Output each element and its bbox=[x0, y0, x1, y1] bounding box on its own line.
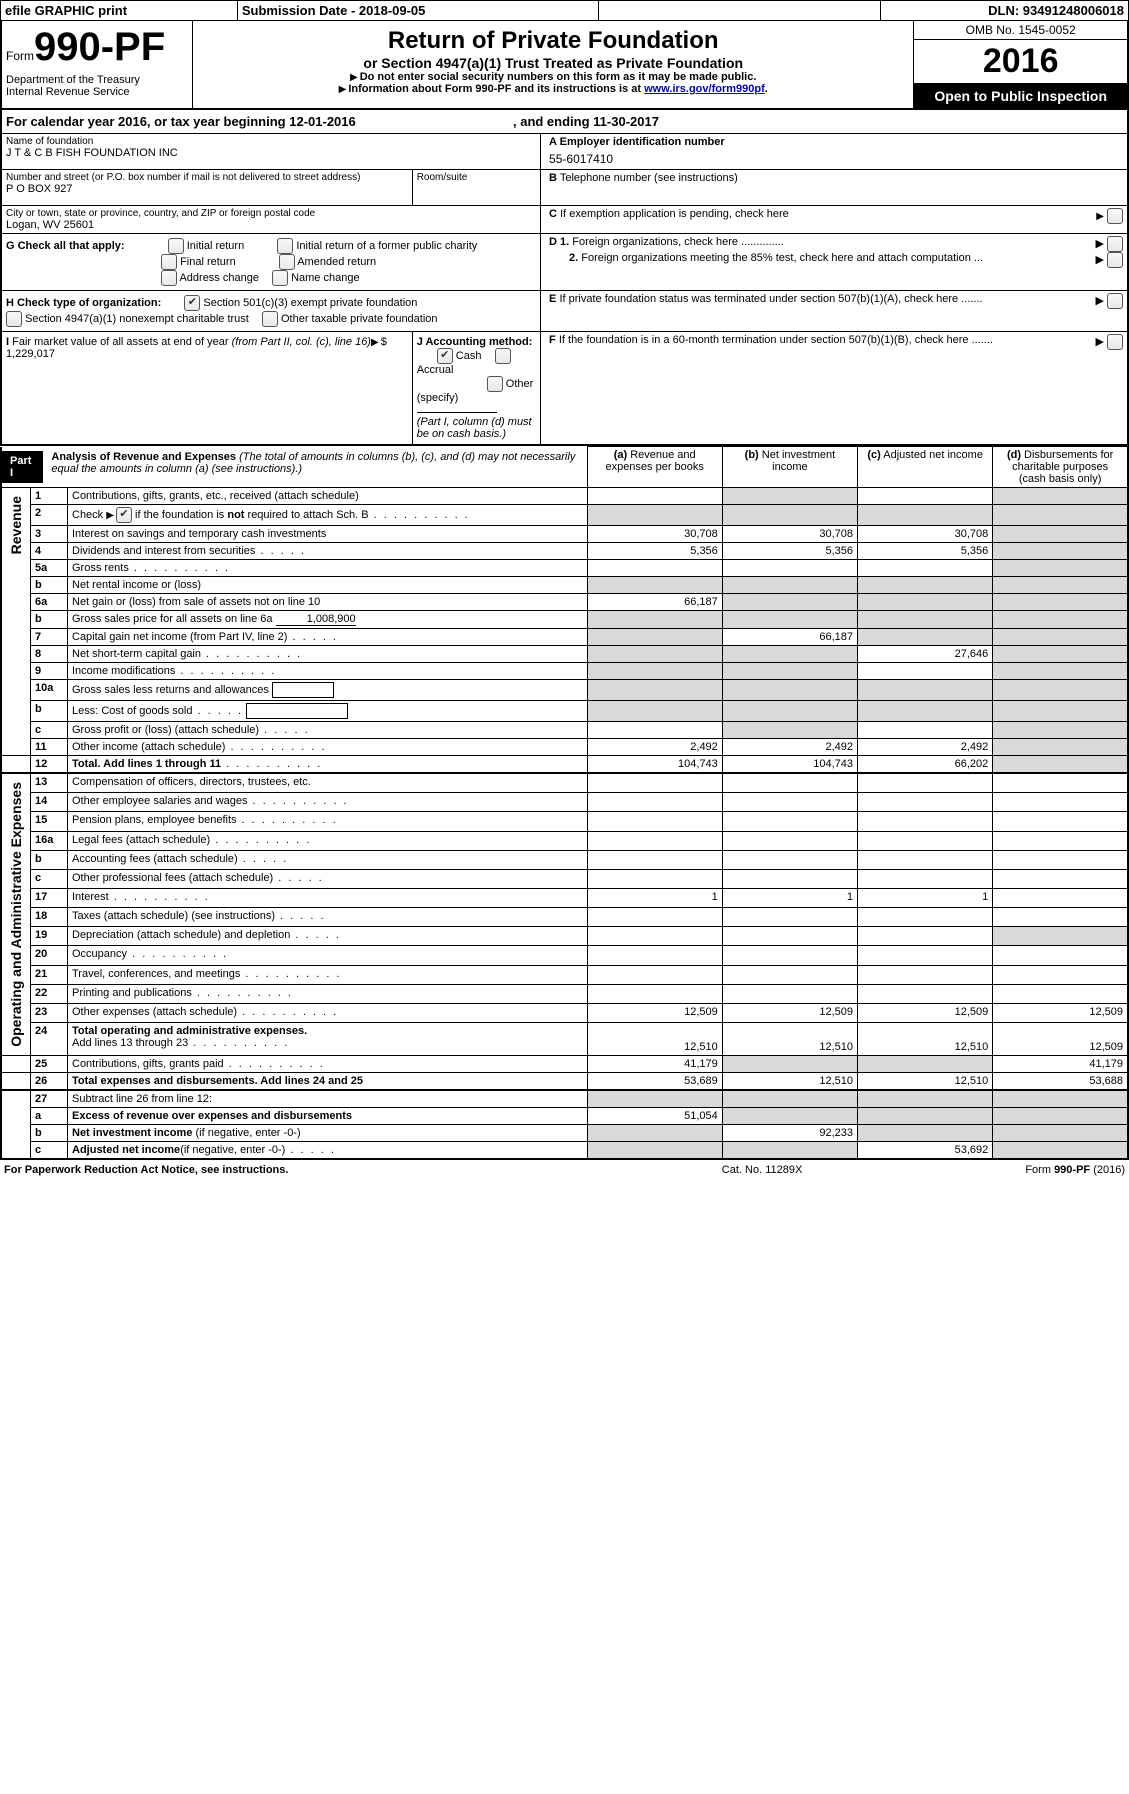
h-501c3-checkbox[interactable] bbox=[184, 295, 200, 311]
city-label: City or town, state or province, country… bbox=[6, 208, 536, 219]
subtitle: or Section 4947(a)(1) Trust Treated as P… bbox=[199, 55, 907, 71]
foundation-name: J T & C B FISH FOUNDATION INC bbox=[6, 147, 536, 159]
g-initial-checkbox[interactable] bbox=[168, 238, 184, 254]
open-public: Open to Public Inspection bbox=[914, 84, 1127, 108]
ein-label: A Employer identification number bbox=[549, 136, 1123, 148]
part1-desc-bold: Analysis of Revenue and Expenses bbox=[51, 451, 239, 463]
submission-cell: Submission Date - 2018-09-05 bbox=[237, 1, 598, 21]
arrow-icon bbox=[339, 83, 349, 95]
addr-label: Number and street (or P.O. box number if… bbox=[6, 172, 408, 183]
part1-title: Part I bbox=[2, 451, 43, 483]
form-label: Form bbox=[6, 49, 34, 63]
calendar-year-row: For calendar year 2016, or tax year begi… bbox=[0, 110, 1129, 134]
part1-table: Part I Analysis of Revenue and Expenses … bbox=[0, 446, 1129, 1160]
omb: OMB No. 1545-0052 bbox=[914, 21, 1127, 40]
ein-value: 55-6017410 bbox=[549, 152, 1123, 166]
tax-year: 2016 bbox=[914, 40, 1127, 84]
f-checkbox[interactable] bbox=[1107, 334, 1123, 350]
d2-checkbox[interactable] bbox=[1107, 252, 1123, 268]
dept-label: Department of the Treasury bbox=[6, 74, 188, 86]
footer-left: For Paperwork Reduction Act Notice, see … bbox=[4, 1164, 288, 1176]
g-label: G Check all that apply: bbox=[6, 240, 125, 252]
g-amended-checkbox[interactable] bbox=[279, 254, 295, 270]
revenue-side-label: Revenue bbox=[6, 490, 26, 560]
city-value: Logan, WV 25601 bbox=[6, 219, 536, 231]
phone-label: B Telephone number (see instructions) bbox=[549, 172, 1123, 184]
header-block: Form990-PF Department of the Treasury In… bbox=[0, 21, 1129, 110]
schb-checkbox[interactable] bbox=[116, 507, 132, 523]
identity-grid: Name of foundation J T & C B FISH FOUNDA… bbox=[0, 134, 1129, 446]
instr2-prefix: Information about Form 990-PF and its in… bbox=[348, 83, 644, 95]
j-cash-checkbox[interactable] bbox=[437, 348, 453, 364]
addr-value: P O BOX 927 bbox=[6, 183, 408, 195]
j-label: J Accounting method: bbox=[417, 336, 533, 348]
h-other-checkbox[interactable] bbox=[262, 311, 278, 327]
room-label: Room/suite bbox=[417, 172, 536, 183]
main-title: Return of Private Foundation bbox=[199, 27, 907, 55]
g-namechange-checkbox[interactable] bbox=[272, 270, 288, 286]
d1-checkbox[interactable] bbox=[1107, 236, 1123, 252]
irs-label: Internal Revenue Service bbox=[6, 86, 188, 98]
c-checkbox[interactable] bbox=[1107, 208, 1123, 224]
j-note: (Part I, column (d) must be on cash basi… bbox=[417, 416, 532, 440]
opadmin-side-label: Operating and Administrative Expenses bbox=[6, 776, 26, 1053]
name-label: Name of foundation bbox=[6, 136, 536, 147]
c-label: If exemption application is pending, che… bbox=[560, 208, 789, 220]
dln-cell: DLN: 93491248006018 bbox=[880, 1, 1128, 21]
h-label: H Check type of organization: bbox=[6, 297, 161, 309]
footer: For Paperwork Reduction Act Notice, see … bbox=[0, 1160, 1129, 1178]
footer-mid: Cat. No. 11289X bbox=[621, 1160, 903, 1178]
h-4947-checkbox[interactable] bbox=[6, 311, 22, 327]
g-final-checkbox[interactable] bbox=[161, 254, 177, 270]
top-bar: efile GRAPHIC print Submission Date - 20… bbox=[0, 0, 1129, 21]
form-number: 990-PF bbox=[34, 25, 165, 69]
instructions-link[interactable]: www.irs.gov/form990pf bbox=[644, 83, 765, 95]
arrow-icon bbox=[350, 71, 360, 83]
instr1: Do not enter social security numbers on … bbox=[360, 71, 757, 83]
j-accrual-checkbox[interactable] bbox=[495, 348, 511, 364]
e-checkbox[interactable] bbox=[1107, 293, 1123, 309]
j-other-checkbox[interactable] bbox=[487, 376, 503, 392]
efile-cell: efile GRAPHIC print bbox=[1, 1, 238, 21]
g-address-checkbox[interactable] bbox=[161, 270, 177, 286]
g-initial-former-checkbox[interactable] bbox=[277, 238, 293, 254]
